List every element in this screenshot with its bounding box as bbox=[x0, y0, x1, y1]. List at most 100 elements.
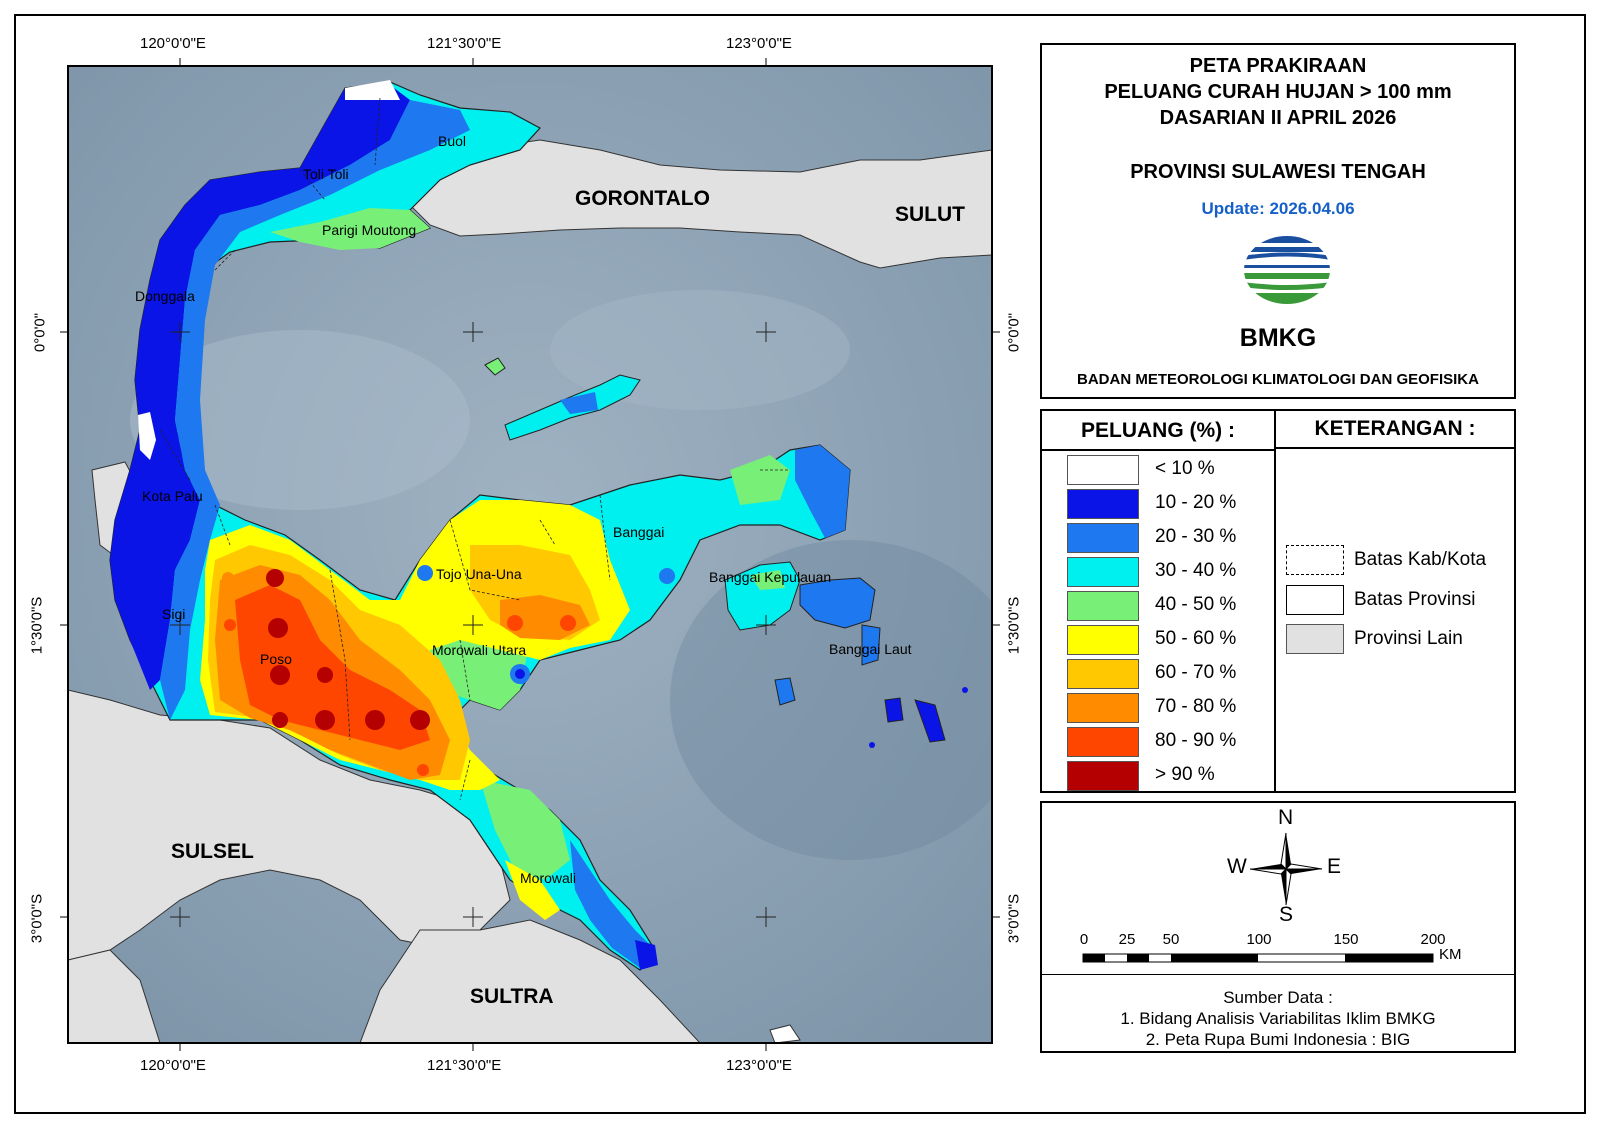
graticule bbox=[170, 322, 776, 927]
bmkg-logo-icon bbox=[1244, 236, 1330, 304]
place-banggai-kepulauan: Banggai Kepulauan bbox=[709, 569, 832, 585]
legend-swatch bbox=[1067, 489, 1139, 519]
map-border bbox=[67, 65, 993, 1044]
compass-n: N bbox=[1278, 806, 1294, 829]
place-banggai-laut: Banggai Laut bbox=[829, 641, 912, 657]
legend-label: 80 - 90 % bbox=[1155, 730, 1237, 751]
source-header: Sumber Data : bbox=[1223, 988, 1333, 1007]
other-province-symbol bbox=[1286, 624, 1344, 654]
label-sultra: SULTRA bbox=[470, 985, 554, 1008]
place-toli-toli: Toli Toli bbox=[303, 166, 349, 182]
place-parigi-moutong: Parigi Moutong bbox=[322, 222, 417, 238]
legend-swatch bbox=[1067, 625, 1139, 655]
legend-swatch bbox=[1067, 659, 1139, 689]
small-island-green bbox=[484, 357, 506, 376]
ket-label-other: Provinsi Lain bbox=[1354, 628, 1463, 649]
scale-tick-50: 50 bbox=[1162, 931, 1180, 948]
compass-s: S bbox=[1279, 903, 1294, 926]
zone-40-50-parigi bbox=[270, 208, 430, 250]
legend-label: 10 - 20 % bbox=[1155, 492, 1237, 513]
scale-tick-150: 150 bbox=[1333, 931, 1359, 948]
zone-20-30-morowali bbox=[570, 840, 655, 968]
place-morowali: Morowali bbox=[520, 870, 577, 886]
dashed-boundary-symbol bbox=[1286, 545, 1344, 575]
compass-rose-icon bbox=[1249, 832, 1323, 906]
label-sulsel: SULSEL bbox=[171, 840, 254, 863]
scale-tick-100: 100 bbox=[1246, 931, 1272, 948]
place-poso: Poso bbox=[260, 651, 292, 667]
legend-swatch bbox=[1067, 455, 1139, 485]
zone-40-50-south bbox=[480, 780, 570, 880]
banggai-islands-east bbox=[799, 577, 876, 629]
lat-label-left-0: 0°0'0" bbox=[31, 312, 49, 353]
scale-unit: KM bbox=[1439, 946, 1462, 963]
legend-swatch bbox=[1067, 591, 1139, 621]
sultra-land bbox=[359, 919, 701, 1043]
zone-10-20-west bbox=[110, 85, 410, 690]
legend-label: > 90 % bbox=[1155, 764, 1215, 785]
legend-label: 30 - 40 % bbox=[1155, 560, 1237, 581]
ket-label-kab: Batas Kab/Kota bbox=[1354, 549, 1487, 570]
legend-label: 70 - 80 % bbox=[1155, 696, 1237, 717]
keterangan-panel: KETERANGAN : Batas Kab/Kota Batas Provin… bbox=[1274, 409, 1516, 793]
lon-label-top-121-30: 121°30'0"E bbox=[427, 35, 502, 52]
legend-swatch bbox=[1067, 761, 1139, 791]
info-panel: N S E W 0 25 50 100 150 200 KM Sumber Da… bbox=[1040, 801, 1516, 1053]
lat-label-right-0: 0°0'0" bbox=[1005, 312, 1023, 353]
scale-tick-0: 0 bbox=[1079, 931, 1089, 948]
keterangan-header: KETERANGAN : bbox=[1314, 417, 1476, 440]
zone-40-50-east bbox=[730, 455, 790, 505]
lat-label-left-3: 3°0'0"S bbox=[28, 893, 46, 944]
update-date: Update: 2026.04.06 bbox=[1201, 199, 1355, 218]
compass-e: E bbox=[1327, 855, 1342, 878]
zone-20-30-east bbox=[795, 445, 850, 538]
place-banggai: Banggai bbox=[613, 524, 665, 540]
scale-bar bbox=[1082, 953, 1434, 963]
lon-label-top-120: 120°0'0"E bbox=[140, 35, 206, 52]
legend-swatch bbox=[1067, 523, 1139, 553]
province-title: PROVINSI SULAWESI TENGAH bbox=[1130, 161, 1426, 183]
sulsel-west bbox=[68, 949, 161, 1043]
title-line-1: PETA PRAKIRAAN bbox=[1189, 55, 1367, 77]
legend-swatch bbox=[1067, 727, 1139, 757]
legend-panel: PELUANG (%) : < 10 % 10 - 20 % 20 - 30 % 30… bbox=[1040, 409, 1276, 793]
kab-boundaries bbox=[159, 97, 790, 801]
agency-name: BADAN METEOROLOGI KLIMATOLOGI DAN GEOFIS… bbox=[1077, 371, 1479, 388]
lat-label-right-1-30: 1°30'0"S bbox=[1005, 596, 1023, 655]
compass-w: W bbox=[1227, 855, 1247, 878]
label-gorontalo: GORONTALO bbox=[575, 187, 710, 210]
place-tojo-una-una: Tojo Una-Una bbox=[436, 566, 522, 582]
label-sulut: SULUT bbox=[895, 203, 965, 226]
legend-header: PELUANG (%) : bbox=[1081, 419, 1235, 442]
legend-label: 20 - 30 % bbox=[1155, 526, 1237, 547]
zone-lt10-palu bbox=[138, 412, 156, 460]
zone-gt90-spots bbox=[222, 569, 576, 776]
bmkg-logo-text: BMKG bbox=[1239, 324, 1317, 352]
place-kota-palu: Kota Palu bbox=[142, 488, 203, 504]
scale-tick-200: 200 bbox=[1420, 931, 1446, 948]
legend-swatch bbox=[1067, 693, 1139, 723]
zone-lt10-north bbox=[345, 80, 400, 100]
source-line-2: 2. Peta Rupa Bumi Indonesia : BIG bbox=[1145, 1030, 1411, 1049]
title-block: PETA PRAKIRAAN PELUANG CURAH HUJAN > 100… bbox=[1042, 53, 1514, 131]
lon-label-bottom-123: 123°0'0"E bbox=[726, 1057, 792, 1074]
legend-label: < 10 % bbox=[1155, 458, 1215, 479]
place-sigi: Sigi bbox=[162, 606, 186, 622]
ket-label-prov: Batas Provinsi bbox=[1354, 589, 1476, 610]
place-buol: Buol bbox=[438, 133, 467, 149]
legend-swatch bbox=[1067, 557, 1139, 587]
scale-tick-25: 25 bbox=[1118, 931, 1136, 948]
gorontalo-sulut-land bbox=[399, 139, 992, 269]
legend-label: 60 - 70 % bbox=[1155, 662, 1237, 683]
zone-50-60-south bbox=[505, 860, 560, 920]
title-line-2: PELUANG CURAH HUJAN > 100 mm bbox=[1104, 81, 1452, 103]
lat-label-right-3: 3°0'0"S bbox=[1005, 893, 1023, 944]
lon-label-bottom-120: 120°0'0"E bbox=[140, 1057, 206, 1074]
lon-label-top-123: 123°0'0"E bbox=[726, 35, 792, 52]
title-line-3: DASARIAN II APRIL 2026 bbox=[1159, 107, 1397, 129]
solid-boundary-symbol bbox=[1286, 585, 1344, 615]
source-block: Sumber Data : 1. Bidang Analisis Variabi… bbox=[1042, 987, 1514, 1050]
lon-label-bottom-121-30: 121°30'0"E bbox=[427, 1057, 502, 1074]
